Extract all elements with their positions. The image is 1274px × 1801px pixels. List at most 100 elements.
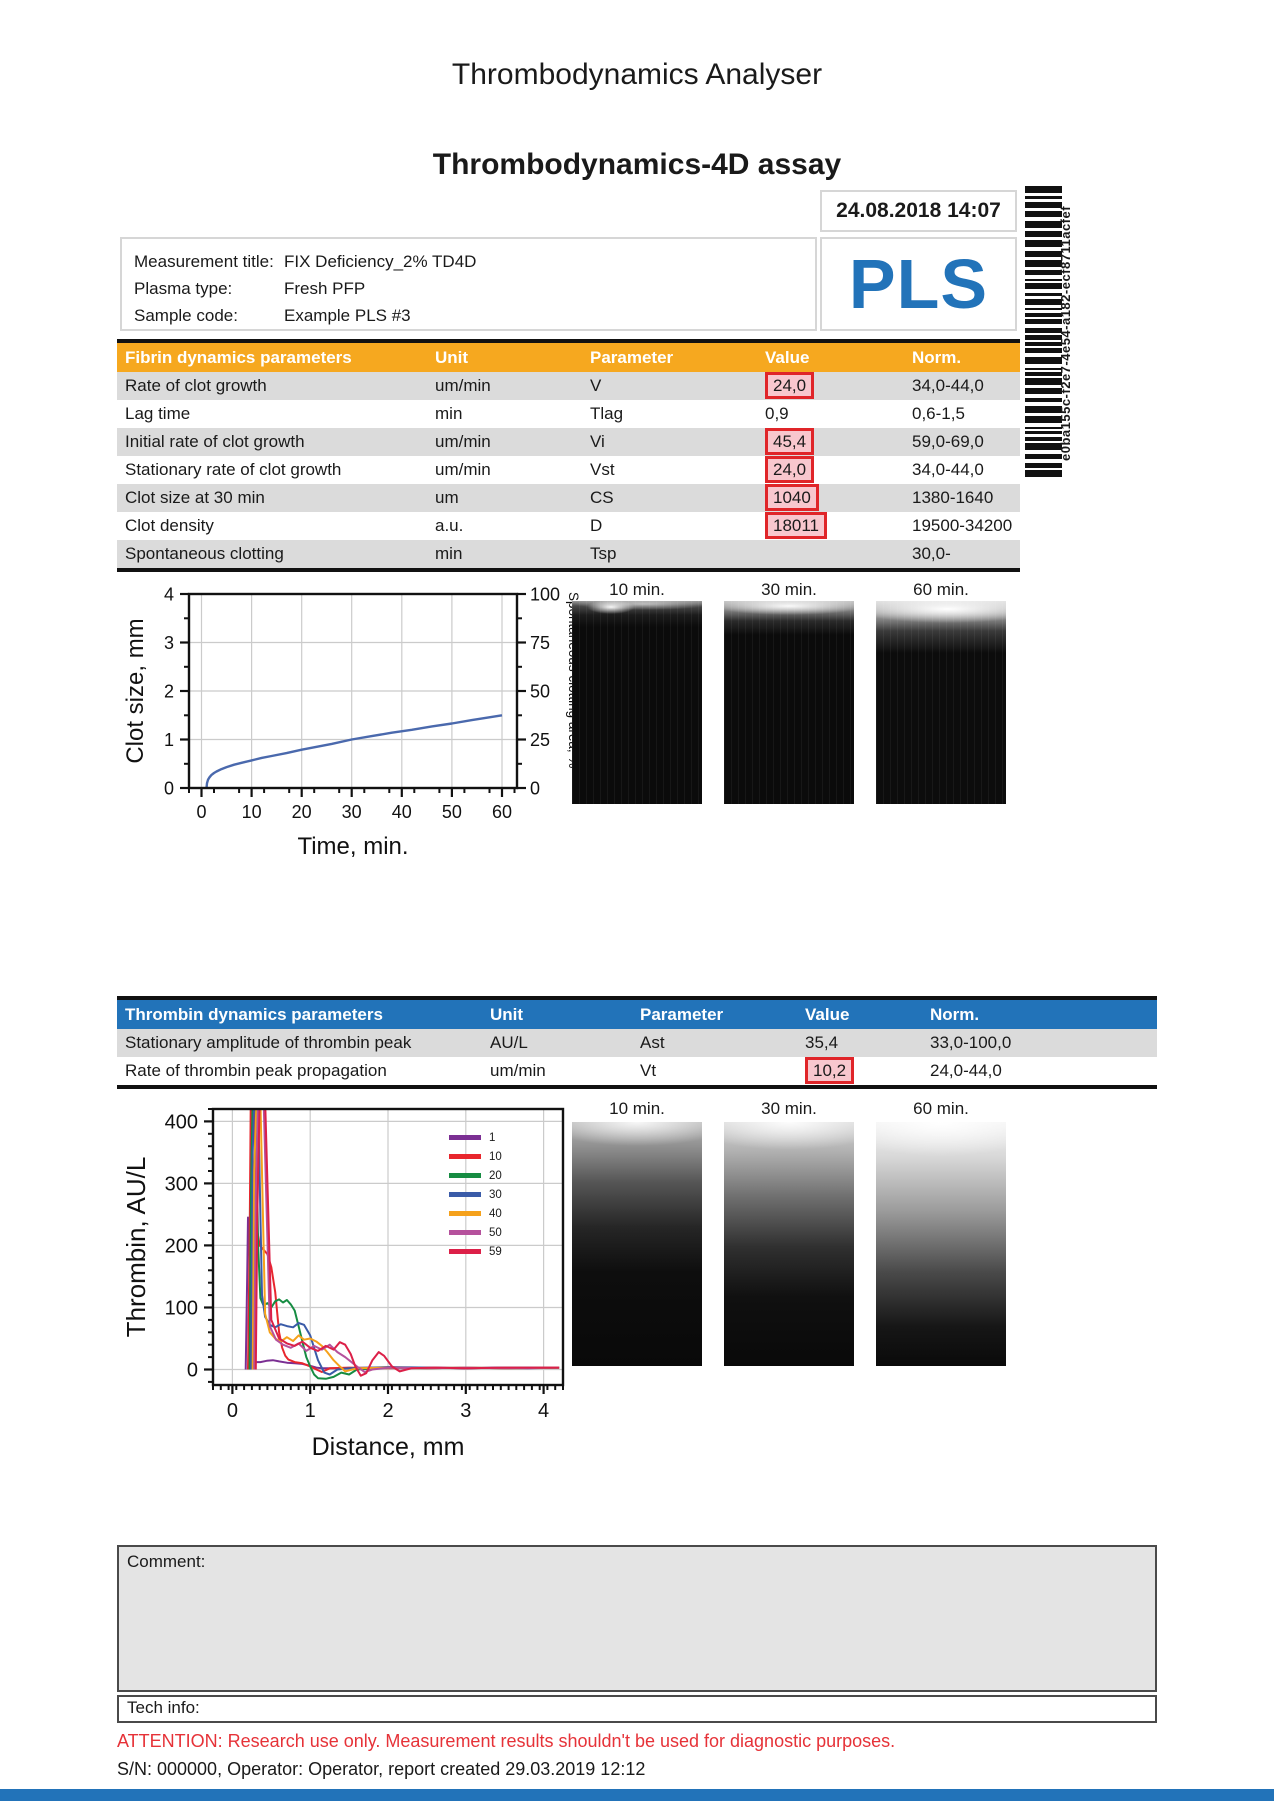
header-cell: Value (765, 348, 810, 367)
cell-value: 24,0 (765, 372, 815, 400)
header-cell: Norm. (930, 1005, 980, 1024)
cell-parameter: Tsp (590, 544, 617, 563)
cell-name: Stationary amplitude of thrombin peak (125, 1033, 412, 1052)
cell-norm: 34,0-44,0 (912, 376, 984, 395)
cell-parameter: Vt (640, 1061, 657, 1080)
svg-text:Clot size, mm: Clot size, mm (122, 618, 149, 763)
legend-label: 30 (489, 1188, 502, 1201)
svg-text:0: 0 (187, 1360, 198, 1382)
header-cell: Norm. (912, 348, 962, 367)
cell-unit: um/min (435, 376, 491, 395)
svg-text:200: 200 (165, 1235, 198, 1257)
table-header-row: Thrombin dynamics parameters Unit Paramete… (117, 1000, 1157, 1029)
legend-entry: 59 (449, 1242, 502, 1261)
divider-line (117, 1085, 1157, 1089)
svg-text:4: 4 (164, 584, 174, 604)
svg-text:25: 25 (530, 730, 550, 750)
thrombin-chart-legend: 1 10 20 30 40 50 59 (449, 1128, 502, 1261)
out-of-norm-value: 10,2 (805, 1057, 855, 1084)
table-row: Initial rate of clot growth um/min Vi 45,4 5… (117, 428, 1020, 456)
out-of-norm-value: 24,0 (765, 372, 815, 399)
thrombin-image-label-10min: 10 min. (609, 1099, 665, 1118)
table-row: Clot density a.u. D 18011 19500-34200 (117, 512, 1020, 540)
cell-name: Lag time (125, 404, 191, 423)
svg-text:0: 0 (164, 778, 174, 798)
svg-text:Thrombin, AU/L: Thrombin, AU/L (121, 1157, 151, 1338)
table-row: Spontaneous clotting min Tsp 30,0- (117, 540, 1020, 568)
sample-code-value: Example PLS #3 (284, 306, 411, 325)
tech-info-box: Tech info: (117, 1695, 1157, 1723)
legend-label: 20 (489, 1169, 502, 1182)
table-row: Rate of clot growth um/min V 24,0 34,0-44,0 (117, 372, 1020, 400)
svg-text:2: 2 (164, 681, 174, 701)
table-header-row: Fibrin dynamics parameters Unit Parameter V… (117, 343, 1020, 372)
out-of-norm-value: 1040 (765, 484, 819, 511)
svg-text:100: 100 (530, 584, 560, 604)
svg-text:1: 1 (305, 1400, 316, 1422)
legend-swatch (449, 1230, 481, 1235)
svg-text:3: 3 (164, 633, 174, 653)
legend-entry: 1 (449, 1128, 502, 1147)
svg-text:10: 10 (242, 802, 262, 822)
cell-unit: a.u. (435, 516, 464, 535)
svg-text:50: 50 (442, 802, 462, 822)
cell-parameter: Vst (590, 460, 615, 479)
cell-parameter: Ast (640, 1033, 665, 1052)
cell-unit: AU/L (490, 1033, 528, 1052)
thrombin-image-label-30min: 30 min. (761, 1099, 817, 1118)
sample-code-label: Sample code: (134, 306, 238, 325)
cell-name: Clot size at 30 min (125, 488, 265, 507)
legend-label: 40 (489, 1207, 502, 1220)
svg-text:0: 0 (530, 778, 540, 798)
fibrin-well-image-10min (572, 601, 702, 804)
cell-norm: 59,0-69,0 (912, 432, 984, 451)
cell-value: 10,2 (805, 1057, 855, 1085)
svg-text:400: 400 (165, 1111, 198, 1133)
header-cell: Unit (490, 1005, 524, 1024)
svg-text:100: 100 (165, 1298, 198, 1320)
svg-text:4: 4 (538, 1400, 549, 1422)
cell-unit: um/min (435, 432, 491, 451)
page-title: Thrombodynamics Analyser (451, 58, 823, 91)
thrombin-well-image-60min (876, 1122, 1006, 1366)
cell-value: 45,4 (765, 428, 815, 456)
cell-norm: 34,0-44,0 (912, 460, 984, 479)
header-cell: Parameter (590, 348, 674, 367)
cell-value: 24,0 (765, 456, 815, 484)
cell-name: Stationary rate of clot growth (125, 460, 342, 479)
svg-text:300: 300 (165, 1173, 198, 1195)
divider-line (117, 339, 1020, 343)
legend-swatch (449, 1154, 481, 1159)
clot-growth-chart: 0102030405060012340255075100Spontaneous … (122, 584, 581, 860)
legend-entry: 50 (449, 1223, 502, 1242)
cell-norm: 0,6-1,5 (912, 404, 965, 423)
legend-label: 50 (489, 1226, 502, 1239)
table-row: Stationary amplitude of thrombin peak AU/… (117, 1029, 1157, 1057)
cell-norm: 19500-34200 (912, 516, 1013, 535)
legend-swatch (449, 1249, 481, 1254)
pls-logo: PLS (848, 245, 989, 323)
svg-text:Distance, mm: Distance, mm (312, 1433, 465, 1461)
cell-value: 1040 (765, 484, 819, 512)
legend-entry: 10 (449, 1147, 502, 1166)
fibrin-well-image-30min (724, 601, 854, 804)
svg-text:20: 20 (292, 802, 312, 822)
cell-value: 18011 (765, 512, 828, 540)
barcode (1025, 186, 1062, 480)
thrombin-image-label-60min: 60 min. (913, 1099, 969, 1118)
header-cell: Thrombin dynamics parameters (125, 1005, 383, 1024)
cell-name: Rate of thrombin peak propagation (125, 1061, 387, 1080)
cell-name: Initial rate of clot growth (125, 432, 305, 451)
sample-info-box: Measurement title: FIX Deficiency_2% TD4… (120, 237, 817, 331)
measurement-title-value: FIX Deficiency_2% TD4D (284, 252, 477, 271)
fibrin-image-label-10min: 10 min. (609, 580, 665, 599)
thrombin-well-image-30min (724, 1122, 854, 1366)
cell-parameter: Tlag (590, 404, 624, 423)
cell-value: 35,4 (805, 1033, 839, 1052)
attention-notice: ATTENTION: Research use only. Measuremen… (117, 1731, 896, 1751)
table-row: Clot size at 30 min um CS 1040 1380-1640 (117, 484, 1020, 512)
table-row: Lag time min Tlag 0,9 0,6-1,5 (117, 400, 1020, 428)
footer-accent-bar (0, 1789, 1274, 1801)
svg-text:30: 30 (342, 802, 362, 822)
